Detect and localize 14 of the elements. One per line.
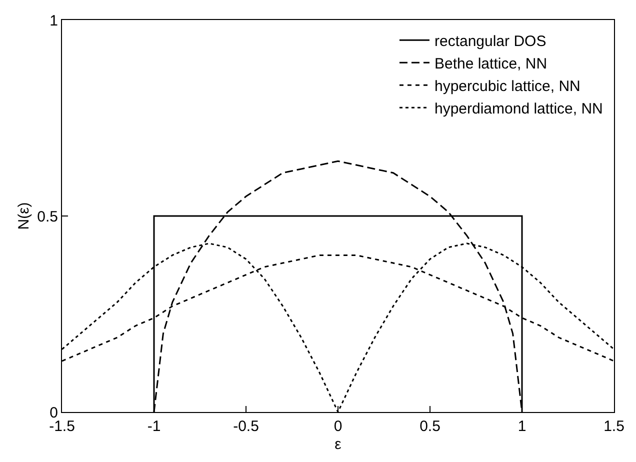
x-axis-title: ε — [334, 436, 342, 453]
legend-label: hyperdiamond lattice, NN — [434, 100, 603, 118]
legend-label: hypercubic lattice, NN — [434, 78, 580, 96]
x-tick-label: 0 — [334, 418, 342, 435]
legend-label: Bethe lattice, NN — [434, 56, 548, 73]
x-tick-label: 0.5 — [420, 418, 440, 435]
legend-label: rectangular DOS — [434, 33, 546, 50]
y-tick-label: 0.5 — [37, 208, 58, 226]
x-tick-label: -1 — [147, 418, 161, 435]
x-tick-label: -0.5 — [233, 418, 259, 435]
y-tick-label: 1 — [50, 12, 58, 30]
x-tick-label: 1 — [518, 418, 526, 435]
x-tick-label: 1.5 — [604, 418, 624, 435]
y-axis-title: N(ε) — [15, 202, 32, 230]
